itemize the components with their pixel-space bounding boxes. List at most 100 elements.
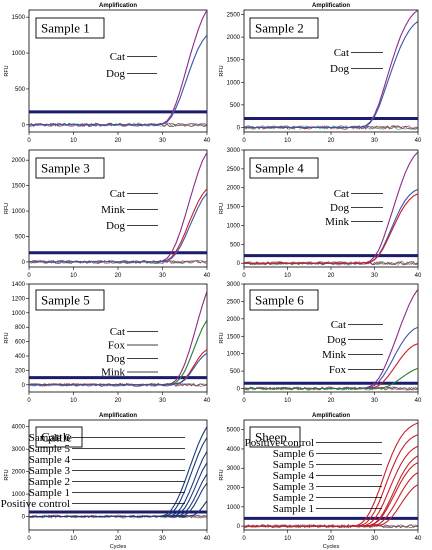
- series-label-1: Cat: [331, 319, 346, 331]
- sample-label-box: [35, 157, 105, 179]
- y-tick-label: 2000: [227, 186, 241, 192]
- series-line-3: [244, 445, 418, 527]
- y-axis-label: RFU: [219, 332, 225, 343]
- series-line-7: [29, 500, 207, 518]
- y-tick-label: 500: [15, 87, 26, 93]
- series-label-4: Fox: [329, 364, 347, 376]
- x-tick-label: 0: [27, 273, 31, 279]
- x-tick-label: 30: [159, 273, 166, 279]
- y-axis-label: RFU: [219, 203, 225, 214]
- x-tick-label: 10: [284, 273, 291, 279]
- sample-label: Sample 2: [255, 21, 304, 36]
- y-tick-label: 500: [230, 369, 241, 375]
- series-label-4: Mink: [101, 367, 125, 379]
- y-tick-label: 5000: [227, 428, 241, 434]
- y-tick-label: 0: [22, 515, 26, 521]
- y-tick-label: 400: [15, 354, 26, 360]
- sample-label-box: [249, 289, 319, 311]
- x-tick-label: 20: [328, 536, 335, 542]
- series-label-7: Sample 1: [273, 503, 314, 515]
- series-label-3: Dog: [106, 220, 125, 232]
- y-tick-label: 1500: [227, 334, 241, 340]
- x-tick-label: 30: [159, 398, 166, 404]
- series-line-2: [244, 326, 418, 390]
- x-tick-label: 0: [242, 273, 246, 279]
- y-axis-label: RFU: [4, 469, 10, 480]
- baseline-noise: [244, 386, 418, 391]
- y-tick-label: 3000: [227, 148, 241, 154]
- x-tick-label: 0: [242, 536, 246, 542]
- chart-title: Amplification: [99, 3, 137, 9]
- chart-panel-1: Amplification 0 500 1000 1500 0 10 20 30 40 RFU Sam…: [4, 3, 211, 144]
- y-tick-label: 800: [15, 325, 26, 331]
- series-line-3: [244, 193, 418, 264]
- sample-label: Sample 3: [41, 161, 90, 176]
- y-tick-label: 1500: [12, 15, 26, 21]
- chart-panel-3: 0 500 1000 1500 2000 0 10 20 30 40 RFU Sample 3 Cat M…: [4, 149, 211, 279]
- y-tick-label: 1400: [12, 282, 26, 288]
- y-tick-label: 0: [237, 524, 241, 530]
- plot-area: [29, 426, 207, 519]
- series-label-2: Fox: [108, 340, 126, 352]
- series-label-2: Mink: [101, 204, 125, 216]
- sample-label: Sample 5: [41, 293, 90, 308]
- y-tick-label: 1200: [12, 296, 26, 302]
- x-tick-label: 10: [70, 273, 77, 279]
- x-tick-label: 30: [159, 138, 166, 144]
- x-tick-label: 40: [415, 536, 422, 542]
- x-tick-label: 10: [284, 138, 291, 144]
- y-tick-label: 0: [237, 261, 241, 267]
- series-label-2: Dog: [327, 334, 346, 346]
- sample-label-box: [35, 426, 83, 448]
- chart-panel-2: Amplification 0 500 1000 1500 2000 2500 0 10 20 30…: [219, 3, 422, 144]
- y-tick-label: 1000: [227, 505, 241, 511]
- x-tick-label: 20: [115, 398, 122, 404]
- y-tick-label: 1500: [227, 58, 241, 64]
- y-tick-label: 1000: [227, 80, 241, 86]
- series-label-1: Cat: [334, 47, 349, 59]
- y-tick-label: 500: [15, 234, 26, 240]
- x-tick-label: 30: [371, 398, 378, 404]
- y-tick-label: 500: [230, 242, 241, 248]
- y-tick-label: 1000: [12, 51, 26, 57]
- series-line-4: [244, 367, 418, 390]
- y-tick-label: 4000: [12, 425, 26, 431]
- sample-label: Sample 6: [255, 293, 304, 308]
- series-label-7: Positive control: [1, 498, 70, 510]
- series-label-2: Sample 5: [29, 443, 71, 455]
- y-tick-label: 2500: [227, 167, 241, 173]
- series-label-3: Sample 4: [29, 454, 71, 466]
- series-label-4: Sample 3: [29, 465, 71, 477]
- sample-label: Cattle: [41, 430, 72, 445]
- sample-label-box: [249, 157, 319, 179]
- series-label-5: Sample 2: [29, 476, 70, 488]
- y-tick-label: 2000: [227, 35, 241, 41]
- series-label-1: Cat: [110, 326, 125, 338]
- series-label-2: Dog: [330, 63, 349, 75]
- x-tick-label: 30: [371, 536, 378, 542]
- chart-panel-7: Amplification 0 1000 2000 3000 4000 0 10 20 30 40 R…: [1, 413, 211, 550]
- x-tick-label: 20: [328, 273, 335, 279]
- y-tick-label: 0: [22, 383, 26, 389]
- chart-panel-5: 0 200 400 600 800 1000 1200 1400 0 10 20 30 40 RFU Sam…: [4, 282, 211, 404]
- x-tick-label: 40: [204, 536, 211, 542]
- y-tick-label: 1000: [12, 209, 26, 215]
- plot-area: [29, 152, 207, 265]
- series-label-2: Dog: [106, 68, 125, 80]
- series-line-3: [244, 343, 418, 390]
- sample-label-box: [249, 17, 319, 39]
- series-label-3: Sample 5: [273, 459, 315, 471]
- x-tick-label: 20: [115, 138, 122, 144]
- series-line-2: [29, 34, 207, 126]
- y-tick-label: 1000: [227, 352, 241, 358]
- y-tick-label: 1000: [12, 311, 26, 317]
- series-label-3: Dog: [106, 353, 125, 365]
- chart-title: Amplification: [99, 413, 137, 419]
- x-tick-label: 30: [159, 536, 166, 542]
- x-tick-label: 10: [70, 398, 77, 404]
- y-tick-label: 2000: [12, 158, 26, 164]
- chart-title: Amplification: [312, 3, 350, 9]
- y-tick-label: 1000: [227, 223, 241, 229]
- y-tick-label: 3000: [227, 282, 241, 288]
- x-tick-label: 0: [27, 536, 31, 542]
